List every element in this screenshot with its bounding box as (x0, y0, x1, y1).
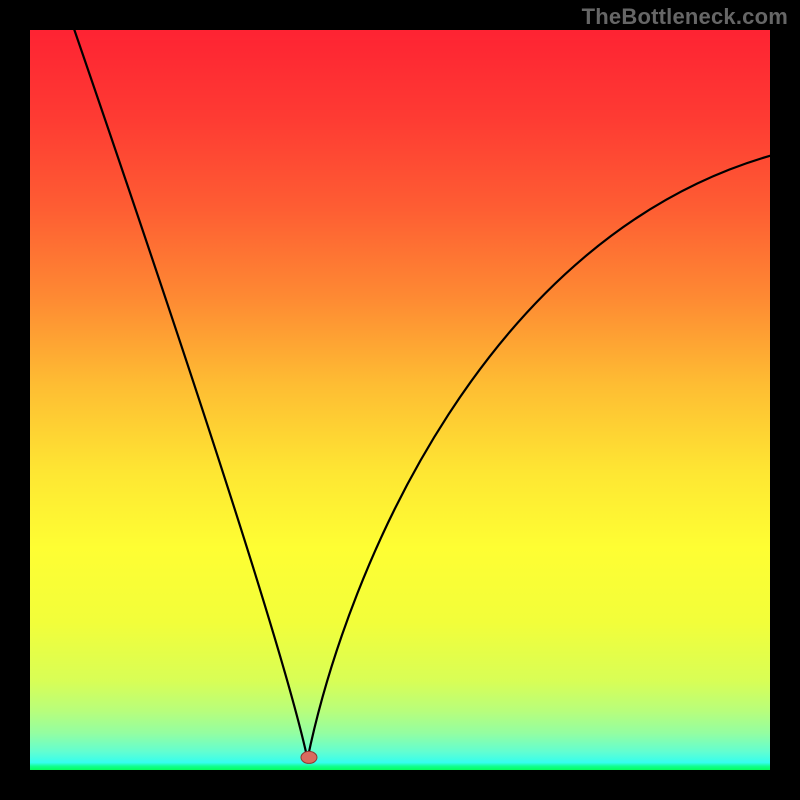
bottleneck-chart-svg (0, 0, 800, 800)
watermark-text: TheBottleneck.com (582, 4, 788, 30)
optimal-point-marker (301, 751, 317, 763)
plot-gradient-area (30, 30, 770, 770)
chart-container: TheBottleneck.com (0, 0, 800, 800)
